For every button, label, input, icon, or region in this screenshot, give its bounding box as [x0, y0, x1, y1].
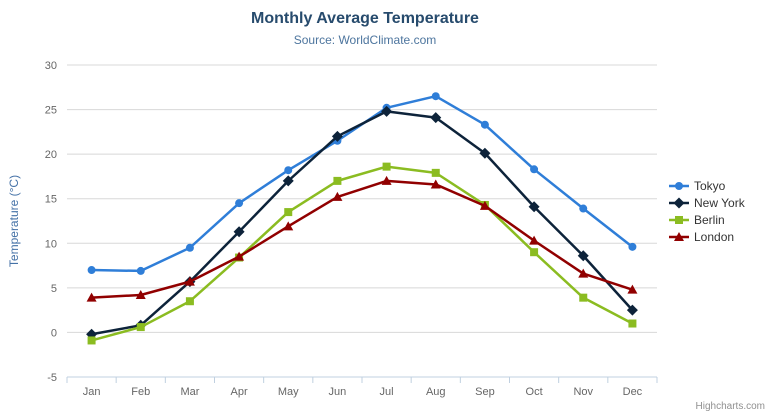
london-legend-symbol-icon — [669, 231, 689, 241]
london-line — [90, 179, 634, 299]
london-data-point-marker[interactable] — [627, 284, 638, 294]
legend-marker — [674, 231, 684, 241]
x-axis-label: Dec — [623, 386, 643, 398]
london-data-point-marker[interactable] — [135, 289, 146, 299]
london-data-point-marker[interactable] — [234, 251, 245, 261]
x-axis-label: Aug — [426, 386, 446, 398]
berlin-data-point-marker[interactable] — [333, 176, 342, 185]
chart-subtitle: Source: WorldClimate.com — [293, 33, 437, 47]
london-data-point-marker[interactable] — [283, 221, 294, 231]
x-axis-label: Nov — [573, 386, 593, 398]
y-axis-label: 25 — [45, 105, 57, 117]
x-axis-label: Jul — [380, 386, 394, 398]
y-axis-label: 20 — [45, 149, 57, 161]
y-axis-label: 0 — [51, 327, 57, 339]
london-data-point-marker[interactable] — [86, 292, 97, 302]
london-data-point-marker[interactable] — [578, 268, 589, 278]
x-axis-label: Sep — [475, 386, 495, 398]
tokyo-data-point-marker[interactable] — [480, 120, 489, 129]
series-london — [86, 175, 638, 302]
new-york-data-point-marker[interactable] — [577, 250, 589, 262]
legend-marker — [673, 197, 685, 208]
series-tokyo — [87, 92, 637, 275]
legend-label: Berlin — [694, 212, 725, 227]
berlin-data-point-marker[interactable] — [87, 336, 96, 345]
tokyo-data-point-marker[interactable] — [431, 92, 440, 101]
berlin-data-point-marker[interactable] — [579, 293, 588, 302]
y-axis-label: 30 — [45, 60, 57, 72]
london-data-point-marker[interactable] — [332, 191, 343, 201]
legend-marker — [675, 181, 683, 190]
berlin-data-point-marker[interactable] — [530, 248, 539, 257]
legend-item-tokyo[interactable]: Tokyo — [669, 177, 745, 194]
new-york-data-point-marker[interactable] — [528, 201, 540, 213]
x-axis-label: Apr — [231, 386, 248, 398]
berlin-data-point-marker[interactable] — [431, 168, 440, 177]
berlin-data-point-marker[interactable] — [136, 323, 145, 332]
x-axis-label: Oct — [526, 386, 543, 398]
new-york-data-point-marker[interactable] — [233, 226, 245, 238]
x-axis-label: Feb — [131, 386, 150, 398]
legend-label: London — [694, 229, 735, 244]
legend-item-new-york[interactable]: New York — [669, 194, 745, 211]
tokyo-data-point-marker[interactable] — [136, 266, 145, 275]
tokyo-data-point-marker[interactable] — [284, 166, 293, 175]
berlin-legend-symbol-icon — [669, 215, 689, 224]
london-data-point-marker[interactable] — [381, 175, 392, 185]
chart-title: Monthly Average Temperature — [251, 10, 479, 27]
tokyo-data-point-marker[interactable] — [235, 199, 244, 208]
export-menu-button[interactable] — [731, 21, 755, 37]
new-york-data-point-marker[interactable] — [626, 304, 638, 316]
legend-item-berlin[interactable]: Berlin — [669, 211, 745, 228]
berlin-data-point-marker[interactable] — [382, 162, 391, 171]
london-data-point-marker[interactable] — [430, 179, 441, 189]
tokyo-data-point-marker[interactable] — [579, 204, 588, 213]
new-york-legend-symbol-icon — [669, 197, 689, 208]
series-new-york — [86, 105, 638, 340]
tokyo-data-point-marker[interactable] — [530, 165, 539, 174]
legend-marker — [675, 215, 683, 224]
new-york-data-point-marker[interactable] — [331, 130, 343, 142]
y-axis-label: -5 — [47, 372, 57, 384]
london-data-point-marker[interactable] — [529, 235, 540, 245]
new-york-data-point-marker[interactable] — [282, 175, 294, 187]
x-axis-label: Mar — [180, 386, 199, 398]
legend-item-london[interactable]: London — [669, 228, 745, 245]
new-york-data-point-marker[interactable] — [381, 105, 393, 117]
berlin-line — [90, 165, 634, 342]
london-data-point-marker[interactable] — [479, 200, 490, 210]
y-axis-label: 10 — [45, 238, 57, 250]
berlin-data-point-marker[interactable] — [628, 319, 637, 328]
tokyo-data-point-marker[interactable] — [87, 266, 96, 275]
y-axis-label: 15 — [45, 194, 57, 206]
berlin-data-point-marker[interactable] — [284, 208, 293, 217]
new-york-line — [90, 110, 634, 336]
tokyo-data-point-marker[interactable] — [185, 243, 194, 252]
tokyo-legend-symbol-icon — [669, 181, 689, 190]
x-axis-label: Jun — [329, 386, 347, 398]
y-axis-title: Temperature (°C) — [7, 174, 21, 268]
tokyo-line — [90, 94, 634, 273]
legend: Tokyo New York Berlin London — [669, 177, 745, 245]
new-york-data-point-marker[interactable] — [430, 112, 442, 124]
london-data-point-marker[interactable] — [184, 276, 195, 286]
new-york-data-point-marker[interactable] — [479, 147, 491, 159]
berlin-data-point-marker[interactable] — [185, 297, 194, 306]
x-axis-label: Jan — [83, 386, 101, 398]
legend-label: Tokyo — [694, 178, 726, 193]
y-axis-label: 5 — [51, 283, 57, 295]
x-axis-label: May — [278, 386, 299, 398]
highcharts-credit-link[interactable]: Highcharts.com — [695, 401, 765, 412]
tokyo-data-point-marker[interactable] — [628, 242, 637, 251]
legend-label: New York — [694, 195, 745, 210]
